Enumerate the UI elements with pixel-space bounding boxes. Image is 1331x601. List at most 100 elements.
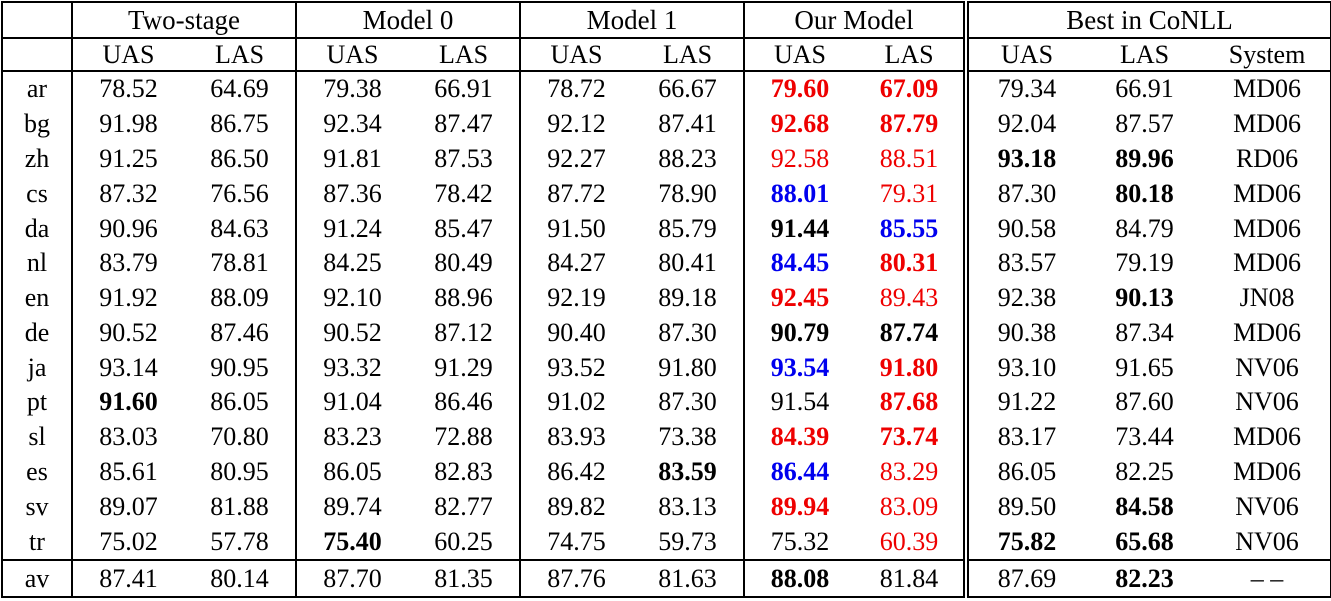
lang-cell: tr <box>2 524 73 561</box>
score-cell: 81.88 <box>210 491 269 521</box>
score-cell: 79.34 <box>963 71 1086 107</box>
table-row: sv 89.07 81.88 89.74 82.77 89.82 83.13 89.94 83.… <box>2 489 1331 525</box>
score-cell: 91.24 <box>295 211 409 246</box>
score-cell: 84.39 <box>743 419 856 455</box>
score-cell: 91.98 <box>99 109 158 139</box>
score-cell: 91.02 <box>519 385 633 420</box>
score-cell: 90.38 <box>963 315 1086 351</box>
score-cell: 79.19 <box>1115 248 1174 278</box>
table-row: en 91.92 88.09 92.10 88.96 92.19 89.18 92.45 89.… <box>2 280 1331 316</box>
group-header: Best in CoNLL <box>963 2 1331 39</box>
score-cell: 89.94 <box>743 489 856 525</box>
lang-cell: sv <box>2 489 73 525</box>
score-cell: 82.25 <box>1115 457 1174 487</box>
col-header: LAS <box>855 38 967 72</box>
score-cell: 87.57 <box>1115 109 1174 139</box>
score-cell: 78.72 <box>519 71 633 107</box>
lang-cell: pt <box>2 385 73 420</box>
score-cell: 87.47 <box>434 109 493 139</box>
score-cell: 92.19 <box>519 280 633 316</box>
score-cell: 83.03 <box>99 422 158 452</box>
score-cell: 80.41 <box>658 248 717 278</box>
system-cell: MD06 <box>1233 213 1301 243</box>
system-cell: JN08 <box>1239 283 1295 313</box>
col-header: LAS <box>408 38 521 72</box>
score-cell: 85.55 <box>879 213 939 243</box>
score-cell: 91.80 <box>658 352 717 382</box>
score-cell: 90.95 <box>210 352 269 382</box>
score-cell: 80.14 <box>184 559 297 597</box>
score-cell: 84.27 <box>519 245 633 281</box>
system-cell: NV06 <box>1235 387 1299 417</box>
score-cell: 88.01 <box>743 176 856 212</box>
score-cell: 82.77 <box>434 491 493 521</box>
score-cell: 59.73 <box>658 526 717 556</box>
score-cell: 73.38 <box>658 422 717 452</box>
lang-cell: en <box>2 280 73 316</box>
score-cell: 93.54 <box>743 350 856 386</box>
score-cell: 84.45 <box>743 245 856 281</box>
score-cell: 87.32 <box>99 178 158 208</box>
score-cell: 86.42 <box>519 454 633 490</box>
score-cell: 79.60 <box>743 71 856 107</box>
table-row: nl 83.79 78.81 84.25 80.49 84.27 80.41 84.45 80.… <box>2 245 1331 281</box>
score-cell: 80.18 <box>1115 178 1174 208</box>
score-cell: 81.63 <box>632 559 745 597</box>
col-header: UAS <box>743 38 856 72</box>
score-cell: 83.59 <box>658 457 717 487</box>
score-cell: 87.79 <box>879 109 939 139</box>
score-cell: 87.53 <box>434 144 493 173</box>
col-header: UAS <box>72 38 184 72</box>
score-cell: 83.93 <box>519 419 633 455</box>
score-cell: 87.72 <box>519 176 633 212</box>
table-row: es 85.61 80.95 86.05 82.83 86.42 83.59 86.44 83.… <box>2 454 1331 490</box>
score-cell: 93.52 <box>519 350 633 386</box>
group-header: Our Model <box>743 2 967 39</box>
score-cell: 88.51 <box>879 144 939 173</box>
score-cell: 60.39 <box>879 526 939 556</box>
table-row: cs 87.32 76.56 87.36 78.42 87.72 78.90 88.01 79.… <box>2 176 1331 212</box>
score-cell: 86.50 <box>210 144 269 173</box>
col-header: LAS <box>1085 38 1205 72</box>
score-cell: 92.04 <box>963 106 1086 142</box>
table-row: de 90.52 87.46 90.52 87.12 90.40 87.30 90.79 87.… <box>2 315 1331 351</box>
score-cell: 87.30 <box>963 176 1086 212</box>
score-cell: 82.23 <box>1085 559 1205 597</box>
score-cell: 83.79 <box>99 248 158 278</box>
score-cell: 86.75 <box>210 109 269 139</box>
score-cell: 76.56 <box>210 178 269 208</box>
lang-cell: sl <box>2 419 73 455</box>
lang-cell: es <box>2 454 73 490</box>
score-cell: 72.88 <box>434 422 493 452</box>
score-cell: 84.58 <box>1115 491 1174 521</box>
table-header: Two-stage Model 0 Model 1 Our Model Best in … <box>2 2 1331 72</box>
score-cell: 67.09 <box>879 74 939 104</box>
score-cell: 89.18 <box>658 283 717 313</box>
system-cell: MD06 <box>1233 317 1301 347</box>
score-cell: 60.25 <box>434 526 493 556</box>
score-cell: 87.70 <box>295 559 409 597</box>
score-cell: 89.96 <box>1115 144 1174 173</box>
table-row: tr 75.02 57.78 75.40 60.25 74.75 59.73 75.32 60.… <box>2 524 1331 561</box>
score-cell: 92.45 <box>743 280 856 316</box>
score-cell: 86.46 <box>434 387 493 417</box>
lang-cell: da <box>2 211 73 246</box>
score-cell: 64.69 <box>210 74 269 104</box>
score-cell: 87.30 <box>658 317 717 347</box>
score-cell: 89.07 <box>99 491 158 521</box>
score-cell: 86.05 <box>295 454 409 490</box>
lang-cell: av <box>2 559 73 597</box>
score-cell: 85.47 <box>434 213 493 243</box>
score-cell: 93.10 <box>963 350 1086 386</box>
score-cell: 91.54 <box>743 385 856 420</box>
score-cell: 81.84 <box>855 559 967 597</box>
score-cell: 89.74 <box>295 489 409 525</box>
score-cell: 85.79 <box>658 213 717 243</box>
score-cell: 78.52 <box>99 74 158 104</box>
score-cell: 87.68 <box>879 387 939 417</box>
score-cell: 90.52 <box>295 315 409 351</box>
table-row: zh 91.25 86.50 91.81 87.53 92.27 88.23 92.58 88.… <box>2 141 1331 177</box>
score-cell: 74.75 <box>519 524 633 561</box>
system-cell: NV06 <box>1235 491 1299 521</box>
